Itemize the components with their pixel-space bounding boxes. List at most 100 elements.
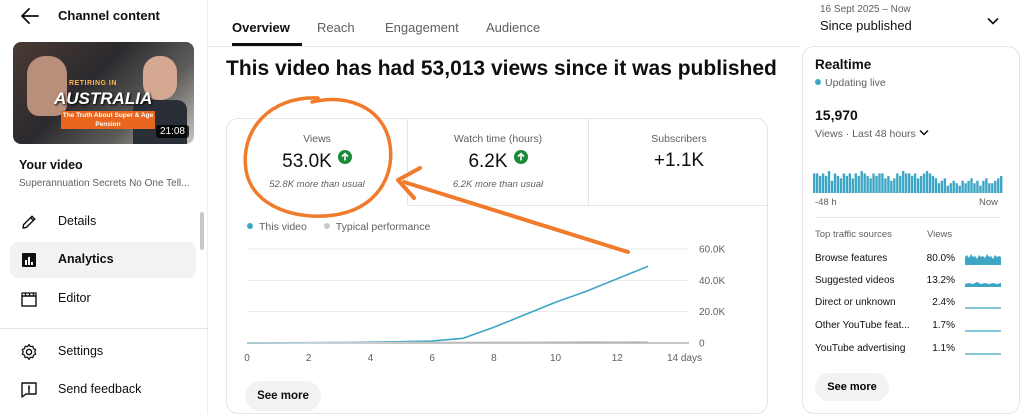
traffic-row[interactable]: Direct or unknown 2.4% [815,297,1011,317]
chevron-down-icon [987,17,999,25]
realtime-bar [866,175,869,193]
metric-views[interactable]: Views 53.0K 52.8K more than usual [227,119,407,205]
y-tick-label: 60.0K [699,245,725,256]
metric-label: Watch time (hours) [453,133,543,145]
nav-item-analytics[interactable]: Analytics [10,242,196,278]
nav-item-settings[interactable]: Settings [10,334,196,370]
nav-item-details[interactable]: Details [10,204,196,240]
realtime-bar [976,180,979,193]
tabs-divider [208,46,800,47]
traffic-source-name: Browse features [815,253,888,264]
traffic-row[interactable]: Browse features 80.0% [815,253,1011,273]
trend-up-icon [337,150,352,164]
legend-typical: Typical performance [335,221,431,233]
x-tick-label: 12 [612,353,624,364]
realtime-bar [964,183,967,193]
realtime-bar-chart [813,171,1003,193]
realtime-bar [842,173,846,193]
traffic-sparkline [965,307,1001,309]
nav-item-label: Editor [58,291,91,305]
traffic-source-pct: 2.4% [932,297,955,308]
realtime-axis-start: -48 h [815,197,837,208]
realtime-bar [946,185,949,193]
metric-subscribers[interactable]: Subscribers +1.1K [589,119,769,205]
traffic-row[interactable]: Suggested videos 13.2% [815,275,1011,295]
realtime-bar [928,173,932,193]
metric-value: 6.2K [408,150,588,173]
metric-watch-time[interactable]: Watch time (hours) 6.2K 6.2K more than u… [408,119,588,205]
realtime-period-selector[interactable]: Views · Last 48 hours [815,128,929,140]
traffic-row[interactable]: YouTube advertising 1.1% [815,343,1011,363]
traffic-source-name: Other YouTube feat... [815,320,910,331]
realtime-bar [922,173,926,193]
nav-item-label: Details [58,214,97,228]
trend-up-icon [513,150,528,164]
your-video-label: Your video [19,158,83,172]
realtime-bar [1000,175,1003,193]
realtime-bar [910,175,914,193]
traffic-row[interactable]: Other YouTube feat... 1.7% [815,320,1011,340]
realtime-bar [875,175,878,193]
realtime-bar [890,180,893,193]
realtime-title: Realtime [815,57,872,72]
realtime-bar [818,175,822,193]
realtime-bar [824,175,828,193]
realtime-bar [958,185,961,193]
realtime-bar [908,173,911,193]
x-tick-label: 10 [550,353,562,364]
tab-overview[interactable]: Overview [232,20,290,35]
thumbnail-small-text: RETIRING IN [69,80,117,87]
realtime-bar [961,180,964,193]
date-range-selector[interactable]: 16 Sept 2025 – Now Since published [820,4,1010,40]
realtime-bar [869,178,872,193]
realtime-bar [860,171,863,193]
see-more-button[interactable]: See more [245,381,321,411]
chevron-down-icon [919,129,929,136]
sidebar-scrollbar[interactable] [200,212,204,250]
x-tick-label: 2 [306,353,312,364]
video-thumbnail[interactable]: RETIRING IN AUSTRALIA The Truth About Su… [13,42,194,144]
traffic-views-header: Views [927,229,953,240]
realtime-bar [916,178,920,193]
legend-dot-this-video [247,223,253,229]
metric-note: 6.2K more than usual [452,179,544,190]
tab-reach[interactable]: Reach [317,20,355,35]
realtime-bar [896,173,899,193]
legend-this-video: This video [259,221,307,233]
realtime-bar [881,173,884,193]
metric-label: Views [303,133,331,145]
realtime-bar [863,173,866,193]
analytics-icon [22,253,36,267]
realtime-bar [887,175,890,193]
metric-value: 53.0K [227,150,407,173]
realtime-divider [815,217,999,218]
metric-label: Subscribers [651,133,707,145]
realtime-bar [872,173,875,193]
feedback-icon [21,382,37,398]
sidebar-divider [0,328,208,329]
realtime-see-more-button[interactable]: See more [815,373,889,401]
traffic-sparkline [965,282,1001,287]
thumbnail-person-right [143,56,177,100]
views-line-chart: 0 20.0K 40.0K 60.0K 0 2 4 6 8 10 12 14 days [244,245,725,365]
realtime-axis-end: Now [979,197,999,208]
tab-engagement[interactable]: Engagement [385,20,459,35]
realtime-bar [821,173,825,193]
nav-item-send-feedback[interactable]: Send feedback [10,372,196,408]
realtime-bar [985,178,988,193]
thumbnail-person-left [27,56,67,116]
nav-item-editor[interactable]: Editor [10,281,196,317]
realtime-bar [913,173,917,193]
realtime-bar [845,175,849,193]
realtime-bar [833,173,837,193]
realtime-bar [934,178,938,193]
realtime-bar [878,173,881,193]
thumbnail-big-text: AUSTRALIA [54,89,153,108]
realtime-bar [994,180,997,193]
page-headline: This video has had 53,013 views since it… [226,57,777,80]
tab-audience[interactable]: Audience [486,20,541,35]
thumbnail-band-text: The Truth About Super & Age Pension [61,111,155,129]
realtime-bar [905,173,908,193]
analytics-tabs: Overview Reach Engagement Audience [220,0,800,46]
back-arrow-icon[interactable] [20,7,40,25]
